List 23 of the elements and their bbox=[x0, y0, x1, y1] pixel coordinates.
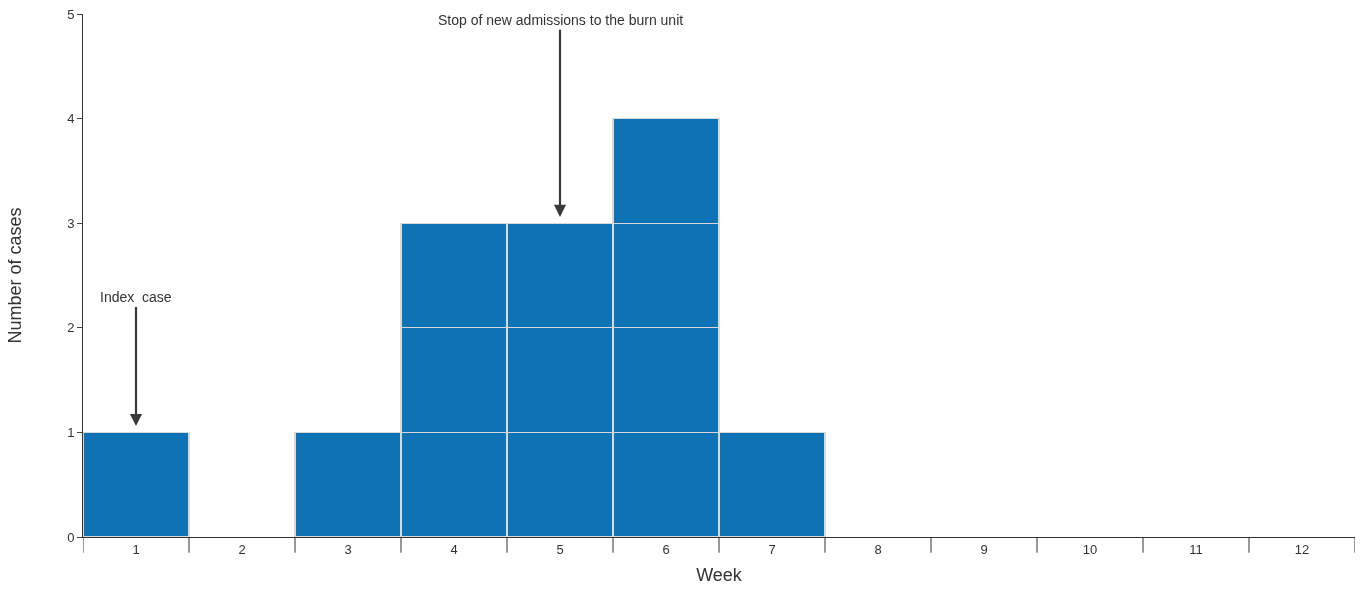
x-tick-label: 6 bbox=[662, 541, 670, 557]
x-tick-label: 10 bbox=[1082, 541, 1098, 557]
y-axis-title: Number of cases bbox=[5, 207, 26, 344]
bar bbox=[83, 431, 190, 537]
y-tick-label: 4 bbox=[67, 111, 75, 127]
annotation: Stop of new admissions to the burn unit bbox=[438, 12, 684, 28]
x-tick-label: 4 bbox=[450, 541, 458, 557]
y-tick-label: 2 bbox=[67, 320, 75, 336]
x-tick-label: 11 bbox=[1189, 541, 1203, 557]
x-tick-label: 1 bbox=[132, 541, 140, 557]
x-tick-label: 12 bbox=[1294, 541, 1310, 557]
y-tick-label: 0 bbox=[67, 529, 75, 545]
x-tick-label: 5 bbox=[556, 541, 564, 557]
x-tick-label: 3 bbox=[344, 541, 352, 557]
x-tick-label: 7 bbox=[768, 541, 776, 557]
y-tick-label: 3 bbox=[67, 215, 75, 231]
y-tick-label: 5 bbox=[67, 6, 75, 22]
x-tick-label: 8 bbox=[874, 541, 882, 557]
x-tick-label: 2 bbox=[238, 541, 246, 557]
annotation: Index case bbox=[100, 289, 172, 305]
x-axis-title: Week bbox=[696, 564, 743, 585]
x-tick-label: 9 bbox=[980, 541, 988, 557]
y-tick-label: 1 bbox=[67, 424, 75, 440]
